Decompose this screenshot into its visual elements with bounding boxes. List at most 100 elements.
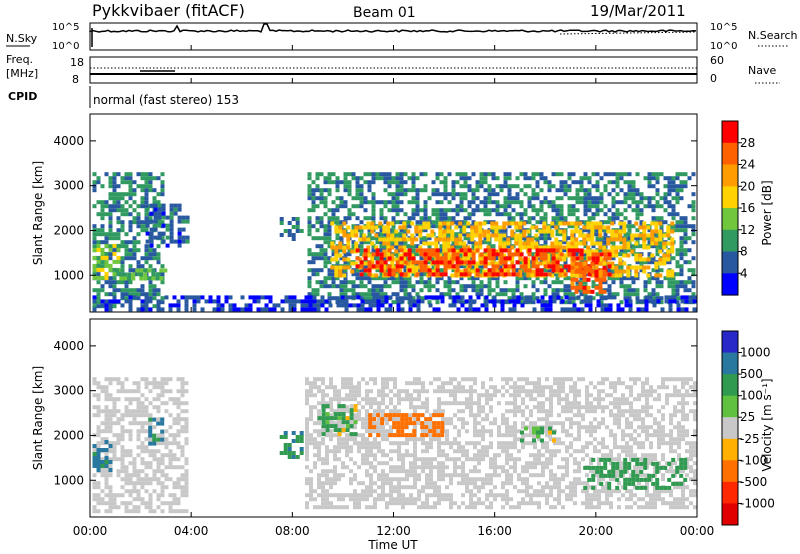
- power-cells-cell: [427, 276, 432, 281]
- power-cells-cell: [643, 196, 648, 201]
- velocity-cells-cell: [144, 465, 149, 470]
- velocity-cells-cell: [321, 429, 325, 434]
- velocity-cells-cell: [132, 457, 137, 462]
- velocity-cells-cell: [160, 457, 165, 462]
- velocity-cells-cell: [417, 465, 421, 470]
- power-cells-cell: [355, 184, 360, 189]
- power-cells-cell: [331, 216, 336, 221]
- power-cells-cell: [161, 203, 166, 208]
- power-cells-cell: [642, 245, 647, 250]
- power-cells-cell: [323, 236, 328, 241]
- power-cells-cell: [487, 196, 492, 201]
- power-cells-cell: [323, 204, 328, 209]
- power-cells-cell: [354, 261, 359, 266]
- velocity-cells-cell: [305, 493, 309, 498]
- power-cells-cell: [124, 252, 129, 257]
- power-cells-cell: [216, 299, 221, 304]
- velocity-cells-cell: [357, 445, 361, 450]
- power-cells-cell: [379, 232, 384, 237]
- power-cells-cell: [330, 241, 335, 246]
- power-cells-cell: [264, 295, 269, 300]
- power-cells-cell: [149, 219, 154, 224]
- power-cells-cell: [331, 208, 336, 213]
- velocity-cells-cell: [124, 405, 129, 410]
- power-cells-cell: [642, 241, 647, 246]
- velocity-cells-cell: [425, 445, 429, 450]
- power-cells-cell: [144, 252, 149, 257]
- power-cells-cell: [595, 196, 600, 201]
- velocity-cells-cell: [305, 425, 309, 430]
- power-cells-cell: [346, 257, 351, 262]
- velocity-cells-cell: [353, 397, 357, 402]
- power-cells-cell: [539, 248, 544, 253]
- velocity-cells-cell: [405, 485, 409, 490]
- power-cells-cell: [455, 264, 460, 269]
- power-cells-cell: [680, 299, 685, 304]
- power-cells-cell: [526, 257, 531, 262]
- velocity-cells-cell: [357, 385, 361, 390]
- power-cells-cell: [100, 299, 105, 304]
- power-cells-cell: [514, 237, 519, 242]
- power-cells-cell: [591, 196, 596, 201]
- power-cells-cell: [575, 216, 580, 221]
- velocity-cells-cell: [421, 469, 425, 474]
- power-cells-cell: [387, 172, 392, 177]
- velocity-cells-cell: [96, 413, 101, 418]
- velocity-cells-cell: [453, 385, 457, 390]
- power-cells-cell: [542, 261, 547, 266]
- power-cells-cell: [491, 176, 496, 181]
- power-cells-cell: [323, 284, 328, 289]
- power-cells-cell: [619, 252, 624, 257]
- velocity-cells-cell: [357, 417, 361, 422]
- power-cells-cell: [161, 231, 166, 236]
- power-cells-cell: [382, 229, 387, 234]
- power-cells-cell: [380, 303, 385, 308]
- power-cells-cell: [402, 257, 407, 262]
- power-cells-cell: [671, 184, 676, 189]
- power-cells-cell: [442, 221, 447, 226]
- velocity-cells-cell: [124, 473, 129, 478]
- power-cells-cell: [160, 264, 165, 269]
- velocity-cells-cell: [305, 429, 309, 434]
- power-cells-cell: [607, 264, 612, 269]
- power-cells-cell: [155, 272, 160, 277]
- power-cells-cell: [136, 296, 141, 301]
- power-cells-cell: [334, 257, 339, 262]
- power-cells-cell: [590, 289, 595, 294]
- power-cells-cell: [312, 307, 317, 312]
- velocity-cells-cell: [148, 425, 153, 430]
- power-cells-cell: [558, 221, 563, 226]
- velocity-cells-cell: [128, 477, 133, 482]
- velocity-cells-cell: [365, 381, 369, 386]
- power-cells-cell: [627, 296, 632, 301]
- power-cells-cell: [531, 292, 536, 297]
- power-cells-cell: [411, 188, 416, 193]
- power-cells-cell: [128, 172, 133, 177]
- velocity-cells-cell: [164, 401, 169, 406]
- power-cells-cell: [486, 245, 491, 250]
- power-cells-cell: [419, 288, 424, 293]
- velocity-cells-cell: [313, 381, 317, 386]
- power-cells-cell: [627, 228, 632, 233]
- velocity-cells-cell: [100, 409, 105, 414]
- velocity-cells-cell: [361, 425, 365, 430]
- power-cells-cell: [519, 216, 524, 221]
- velocity-cells-cell: [425, 473, 429, 478]
- power-cells-cell: [399, 272, 404, 277]
- power-cells-cell: [144, 307, 149, 312]
- power-cells-cell: [398, 261, 403, 266]
- velocity-cells-cell: [433, 389, 437, 394]
- velocity-cells-cell: [425, 461, 429, 466]
- power-cells-cell: [611, 276, 616, 281]
- power-cells-cell: [435, 288, 440, 293]
- power-cells-cell: [458, 237, 463, 242]
- velocity-cells-cell: [429, 445, 433, 450]
- power-cells-cell: [347, 280, 352, 285]
- power-cells-cell: [479, 284, 484, 289]
- power-cells-cell: [595, 208, 600, 213]
- power-cells-cell: [595, 180, 600, 185]
- freq-trace: [90, 70, 697, 75]
- power-cells-cell: [96, 267, 101, 272]
- power-cells-cell: [402, 249, 407, 254]
- velocity-cells-cell: [180, 453, 185, 458]
